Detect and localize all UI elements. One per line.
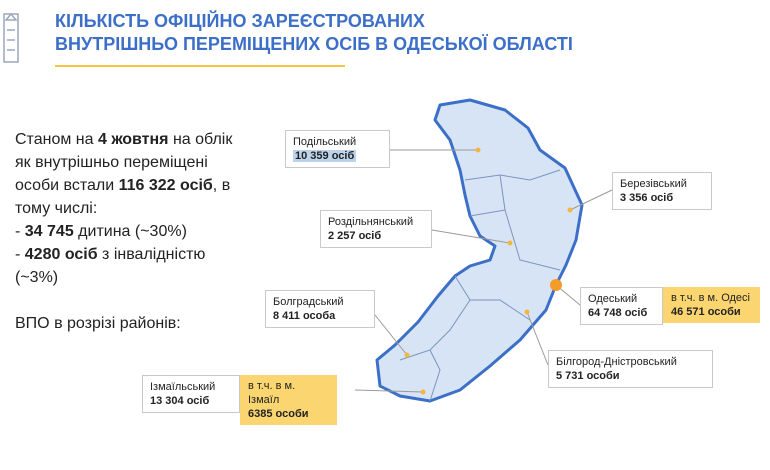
district-count: 3 356 осіб bbox=[620, 191, 704, 205]
count-value: 13 304 осіб bbox=[150, 395, 210, 407]
section-label: ВПО в розрізі районів: bbox=[15, 315, 181, 332]
intro-text: з інвалідністю bbox=[97, 246, 206, 263]
district-count: 8 411 особа bbox=[273, 309, 367, 323]
intro-text: Станом на bbox=[15, 131, 98, 148]
intro-line: (~3%) bbox=[15, 266, 232, 289]
count-value: 10 359 осіб bbox=[293, 150, 357, 162]
district-box: Ізмаїльський 13 304 осіб bbox=[142, 375, 240, 413]
city-label: в т.ч. в м. Одесі bbox=[671, 292, 750, 304]
city-box: в т.ч. в м. Ізмаїл 6385 особи bbox=[240, 375, 337, 425]
district-box: Болградський 8 411 особа bbox=[265, 290, 375, 328]
district-box: Одеський 64 748 осіб bbox=[580, 287, 663, 325]
district-name: Подільський bbox=[293, 136, 357, 148]
district-name: Болградський bbox=[273, 296, 344, 308]
district-name: Білгород-Дністровський bbox=[556, 356, 677, 368]
intro-text: дитина (~30%) bbox=[73, 223, 187, 240]
district-count: 2 257 осіб bbox=[328, 229, 424, 243]
intro-bold: 116 322 осіб bbox=[118, 177, 213, 194]
district-count: 5 731 особи bbox=[556, 369, 705, 383]
city-count: 46 571 особи bbox=[671, 306, 741, 318]
intro-line: тому числі: bbox=[15, 197, 232, 220]
count-value: 8 411 особа bbox=[273, 310, 336, 322]
district-box: Білгород-Дністровський 5 731 особи bbox=[548, 350, 713, 388]
title-line: ВНУТРІШНЬО ПЕРЕМІЩЕНИХ ОСІБ В ОДЕСЬКОЇ О… bbox=[55, 34, 573, 54]
district-name: Ізмаїльський bbox=[150, 381, 216, 393]
intro-line: особи встали 116 322 осіб, в bbox=[15, 174, 232, 197]
intro-text: - bbox=[15, 246, 25, 263]
district-name: Роздільнянський bbox=[328, 216, 414, 228]
intro-text: - bbox=[15, 223, 25, 240]
district-name: Одеський bbox=[588, 293, 638, 305]
intro-bold: 4280 осіб bbox=[24, 246, 98, 263]
district-borders bbox=[399, 169, 561, 402]
intro-bold: 34 745 bbox=[24, 223, 74, 240]
intro-line: Станом на 4 жовтня на облік bbox=[15, 128, 232, 151]
district-count: 13 304 осіб bbox=[150, 394, 232, 408]
intro-line: як внутрішньо переміщені bbox=[15, 151, 232, 174]
count-value: 3 356 осіб bbox=[620, 192, 674, 204]
intro-text: особи встали bbox=[15, 177, 119, 194]
city-count: 6385 особи bbox=[248, 408, 309, 420]
title: КІЛЬКІСТЬ ОФІЦІЙНО ЗАРЕЄСТРОВАНИХ ВНУТРІ… bbox=[55, 10, 573, 56]
title-line: КІЛЬКІСТЬ ОФІЦІЙНО ЗАРЕЄСТРОВАНИХ bbox=[55, 11, 425, 31]
intro-text: на облік bbox=[168, 131, 233, 148]
district-name: Березівський bbox=[620, 178, 687, 190]
district-box: Роздільнянський 2 257 осіб bbox=[320, 210, 432, 248]
intro-text: (~3%) bbox=[15, 269, 59, 286]
count-value: 64 748 осіб bbox=[588, 307, 648, 319]
district-count: 64 748 осіб bbox=[588, 306, 655, 320]
intro-line: - 4280 осіб з інвалідністю bbox=[15, 243, 232, 266]
count-value: 5 731 особи bbox=[556, 370, 620, 382]
intro-line: - 34 745 дитина (~30%) bbox=[15, 220, 232, 243]
intro-text: Станом на 4 жовтня на облік як внутрішньо… bbox=[15, 128, 232, 335]
intro-text: як внутрішньо переміщені bbox=[15, 154, 208, 171]
district-dots bbox=[404, 147, 573, 395]
intro-text: тому числі: bbox=[15, 200, 98, 217]
district-box: Березівський 3 356 осіб bbox=[612, 172, 712, 210]
logo bbox=[3, 12, 19, 63]
intro-text: , в bbox=[212, 177, 231, 194]
intro-bold: 4 жовтня bbox=[97, 131, 169, 148]
city-label: в т.ч. в м. Ізмаїл bbox=[248, 380, 296, 406]
spacer bbox=[15, 289, 232, 312]
city-box: в т.ч. в м. Одесі 46 571 особи bbox=[663, 287, 760, 323]
district-box: Подільський 10 359 осіб bbox=[285, 130, 390, 168]
district-count: 10 359 осіб bbox=[293, 149, 382, 163]
count-value: 2 257 осіб bbox=[328, 230, 382, 242]
